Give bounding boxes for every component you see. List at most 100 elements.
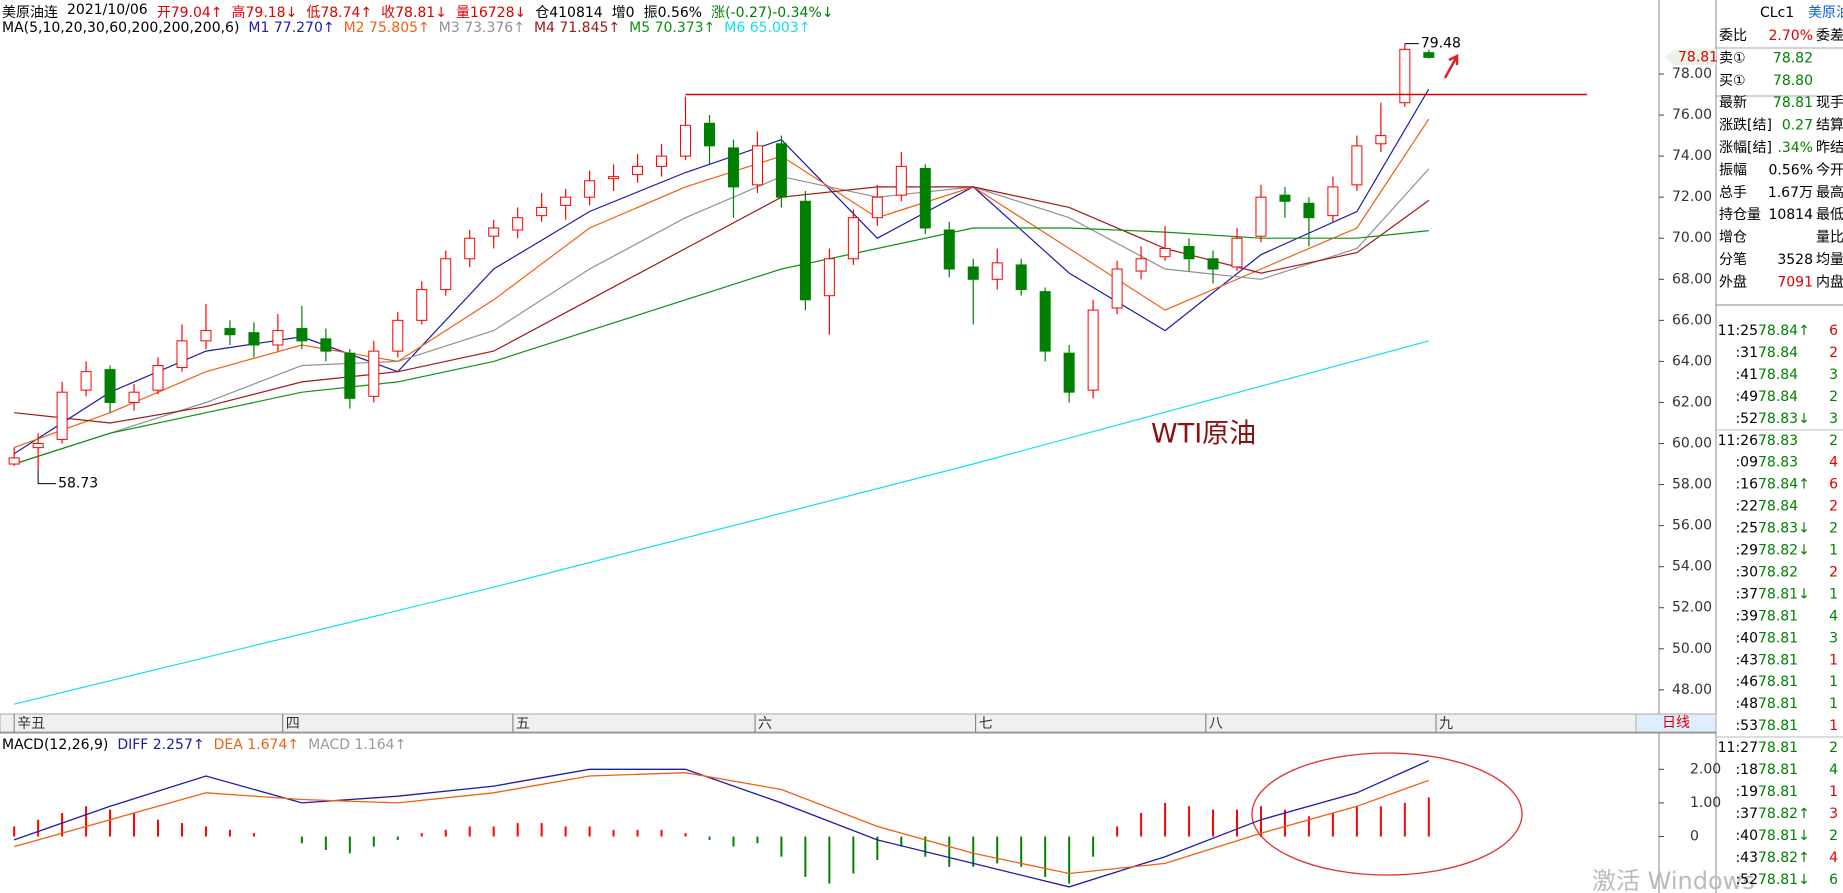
y-tick-label: 0 <box>1690 829 1699 845</box>
tick-time: :25 <box>1735 521 1758 537</box>
candle-body <box>775 143 787 198</box>
legend-value: 70.373↑ <box>654 20 716 36</box>
tick-volume: 2 <box>1829 499 1838 515</box>
candle-body <box>488 227 500 237</box>
info-item: 2021/10/06 <box>67 2 148 18</box>
period-label[interactable]: 日线 <box>1662 715 1690 731</box>
tick-price: 78.81 <box>1758 762 1798 778</box>
candle-body <box>224 328 236 336</box>
tick-volume: 6 <box>1829 872 1838 888</box>
annotation: WTI原油 <box>1151 419 1256 450</box>
tick-price: 78.82↓ <box>1758 543 1810 559</box>
legend-value: 77.270↑ <box>273 20 335 36</box>
x-tick-label: 四 <box>286 716 300 732</box>
quote-value: 1.67万 <box>1768 185 1813 201</box>
candle-body <box>632 165 644 176</box>
tick-time: :09 <box>1735 455 1758 471</box>
tick-price: 78.84↑ <box>1758 477 1810 493</box>
candle-body <box>871 196 883 219</box>
quote-label: 外盘 <box>1719 273 1747 290</box>
candle-body <box>200 330 212 342</box>
tick-volume: 6 <box>1829 477 1838 493</box>
tick-time: :41 <box>1735 367 1758 383</box>
tick-volume: 1 <box>1829 652 1838 668</box>
tick-time: :43 <box>1735 850 1758 866</box>
tick-price: 78.81↓ <box>1758 872 1810 888</box>
tick-time: :19 <box>1735 784 1758 800</box>
quote-value: 2.70% <box>1769 28 1813 44</box>
quote-label: 振幅 <box>1719 162 1747 178</box>
ma-legend: MA(5,10,20,30,60,200,200,200,6) M1 77.270… <box>2 20 810 36</box>
tick-volume: 2 <box>1829 433 1838 449</box>
candle-body <box>608 176 620 180</box>
tick-price: 78.84 <box>1758 345 1798 361</box>
tick-price: 78.83 <box>1758 433 1798 449</box>
candle-body <box>656 155 668 167</box>
ma-line <box>13 340 1429 705</box>
macd-legend: MACD(12,26,9) DIFF 2.257↑ DEA 1.674↑ MACD 1… <box>2 737 406 753</box>
legend-name: MACD <box>308 737 351 753</box>
legend-value: 73.376↑ <box>464 20 525 36</box>
quote-extra: 今开 <box>1816 162 1843 178</box>
tick-price: 78.81 <box>1758 630 1798 646</box>
candle-body <box>1039 291 1051 352</box>
y-tick-label: 1.00 <box>1690 795 1721 811</box>
y-tick-label: 2.00 <box>1690 761 1721 777</box>
legend-name: DIFF <box>117 737 149 753</box>
candle-body <box>152 365 164 391</box>
quote-extra: 均量 <box>1816 252 1843 268</box>
x-tick-label: 七 <box>979 716 993 732</box>
candle-body <box>943 229 955 270</box>
y-tick-label: 48.00 <box>1672 682 1712 698</box>
tick-price: 78.81 <box>1758 784 1798 800</box>
legend-entry: M2 75.805↑ <box>344 20 430 36</box>
tick-time: :49 <box>1735 389 1758 405</box>
quote-label: 卖① <box>1719 50 1746 66</box>
macd-title: MACD(12,26,9) <box>2 737 109 753</box>
legend-value: 71.845↑ <box>559 20 621 36</box>
legend-value: 75.805↑ <box>369 20 430 36</box>
tick-price: 78.83 <box>1758 455 1798 471</box>
macd-line <box>13 760 1430 888</box>
tick-volume: 3 <box>1829 630 1838 646</box>
tick-time: :53 <box>1735 718 1758 734</box>
y-tick-label: 68.00 <box>1672 271 1712 287</box>
quote-label: 总手 <box>1719 185 1747 201</box>
candle-body <box>1159 247 1171 258</box>
tick-time: :37 <box>1735 806 1758 822</box>
info-bar: 美原油连 2021/10/06 开79.04↑ 高79.18↓ 低78.74↑ 收78.8… <box>2 2 834 22</box>
legend-value: 1.674↑ <box>247 737 300 753</box>
candle-body <box>536 206 548 217</box>
y-tick-label: 76.00 <box>1672 107 1712 123</box>
legend-name: M6 <box>724 20 746 36</box>
info-item: 增0 <box>611 5 635 21</box>
legend-entry: M1 77.270↑ <box>248 20 334 36</box>
legend-value: 1.164↑ <box>354 737 407 753</box>
quote-extra: 内盘 <box>1816 273 1843 290</box>
date-strip <box>0 713 1660 733</box>
period-button[interactable] <box>1635 713 1717 733</box>
legend-entry: DEA 1.674↑ <box>214 737 299 753</box>
x-tick-label: 八 <box>1209 716 1223 732</box>
candle-body <box>703 122 715 147</box>
legend-entry: DIFF 2.257↑ <box>117 737 204 753</box>
candle-body <box>392 319 404 352</box>
quote-value: 78.80 <box>1773 73 1813 89</box>
quote-name: 美原油 <box>1808 5 1843 21</box>
y-tick-label: 64.00 <box>1672 353 1712 369</box>
legend-entry: M3 73.376↑ <box>439 20 525 36</box>
tick-volume: 3 <box>1829 411 1838 427</box>
candle-body <box>1183 245 1195 260</box>
quote-label: 涨跌[结] <box>1719 118 1772 134</box>
tick-volume: 2 <box>1829 564 1838 580</box>
legend-entry: MACD 1.164↑ <box>308 737 406 753</box>
tick-time: :29 <box>1735 543 1758 559</box>
tick-price: 78.82↑ <box>1758 850 1810 866</box>
price-pointer <box>1664 49 1716 66</box>
tick-volume: 4 <box>1829 850 1838 866</box>
legend-entry: M4 71.845↑ <box>534 20 620 36</box>
tick-time: :43 <box>1735 652 1758 668</box>
tick-price: 78.81 <box>1758 696 1798 712</box>
quote-extra: 最高 <box>1816 184 1843 201</box>
